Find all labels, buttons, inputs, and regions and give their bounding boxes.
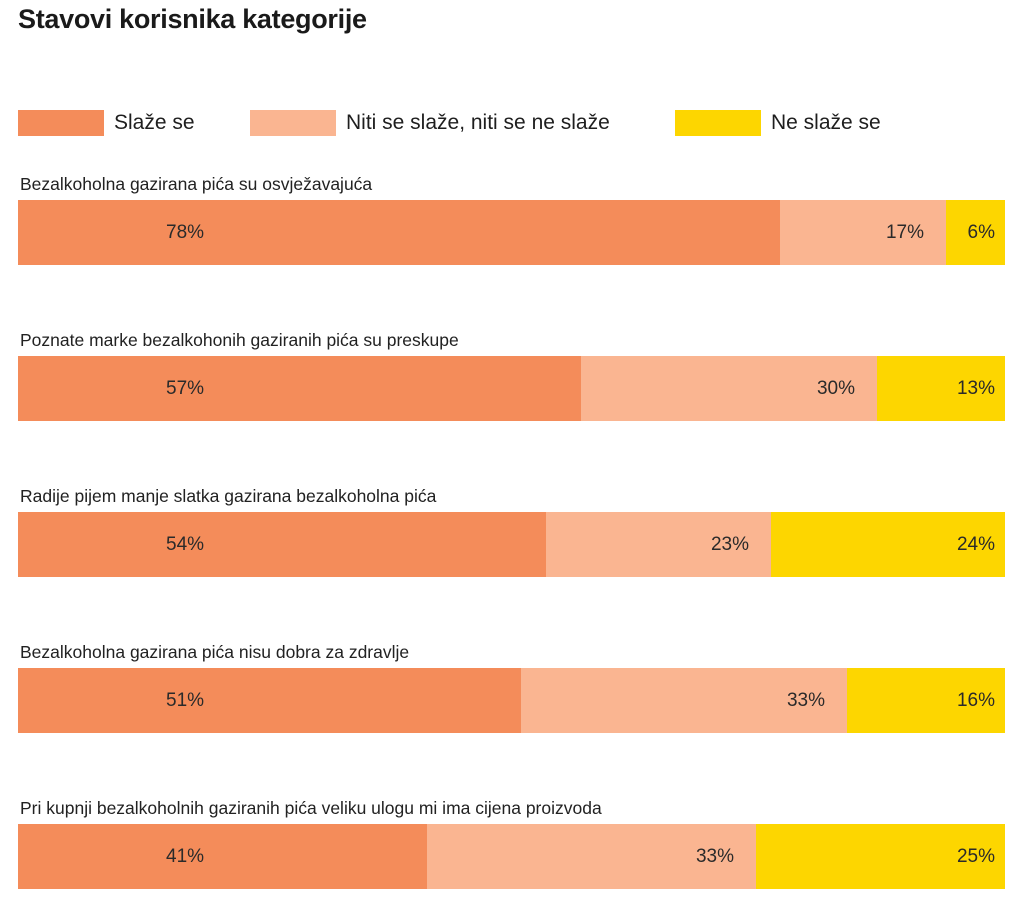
bar-segment-neutral: 33% <box>521 668 847 733</box>
legend-swatch-disagree <box>675 110 761 136</box>
stacked-bar: 51% 33% 16% <box>18 668 1005 733</box>
data-label: 54% <box>166 533 205 555</box>
legend-label-agree: Slaže se <box>114 111 195 134</box>
category-label: Bezalkoholna gazirana pića su osvježavaj… <box>20 174 373 194</box>
bar-segment-neutral: 23% <box>546 512 771 577</box>
stacked-bar: 41% 33% 25% <box>18 824 1005 889</box>
data-label: 41% <box>166 845 205 867</box>
data-label: 23% <box>710 533 749 555</box>
legend-label-disagree: Ne slaže se <box>771 111 881 134</box>
bar-segment-neutral: 17% <box>780 200 946 265</box>
bar-segment-neutral: 33% <box>427 824 756 889</box>
data-label: 13% <box>956 377 995 399</box>
bar-segment-neutral: 30% <box>581 356 877 421</box>
data-label: 16% <box>956 689 995 711</box>
data-label: 57% <box>166 377 205 399</box>
data-label: 51% <box>166 689 205 711</box>
legend-label-neutral: Niti se slaže, niti se ne slaže <box>346 111 610 134</box>
data-label: 78% <box>166 221 205 243</box>
data-label: 30% <box>816 377 855 399</box>
legend-swatch-agree <box>18 110 104 136</box>
data-label: 33% <box>695 845 734 867</box>
stacked-bar: 57% 30% 13% <box>18 356 1005 421</box>
bar-segment-disagree: 24% <box>771 512 1005 577</box>
legend-item-agree: Slaže se <box>18 110 195 136</box>
bar-segment-disagree: 13% <box>877 356 1005 421</box>
category-label: Bezalkoholna gazirana pića nisu dobra za… <box>20 642 410 662</box>
category-label: Poznate marke bezalkohonih gaziranih pić… <box>20 330 459 350</box>
legend-item-neutral: Niti se slaže, niti se ne slaže <box>250 110 610 136</box>
category-label: Radije pijem manje slatka gazirana bezal… <box>20 486 437 506</box>
data-label: 33% <box>786 689 825 711</box>
bar-segment-agree: 54% <box>18 512 546 577</box>
data-label: 24% <box>956 533 995 555</box>
chart-title: Stavovi korisnika kategorije <box>18 4 367 34</box>
bar-segment-agree: 51% <box>18 668 521 733</box>
bar-segment-disagree: 16% <box>847 668 1005 733</box>
bar-segment-agree: 41% <box>18 824 427 889</box>
bar-segment-disagree: 6% <box>946 200 1005 265</box>
legend-item-disagree: Ne slaže se <box>675 110 881 136</box>
legend: Slaže se Niti se slaže, niti se ne slaže… <box>18 110 1018 136</box>
bar-segment-agree: 57% <box>18 356 581 421</box>
bar-segment-disagree: 25% <box>756 824 1005 889</box>
bar-segment-agree: 78% <box>18 200 780 265</box>
data-label: 6% <box>967 221 995 243</box>
category-label: Pri kupnji bezalkoholnih gaziranih pića … <box>20 798 602 818</box>
stacked-bar: 54% 23% 24% <box>18 512 1005 577</box>
data-label: 17% <box>885 221 924 243</box>
data-label: 25% <box>956 845 995 867</box>
legend-swatch-neutral <box>250 110 336 136</box>
stacked-bar: 78% 17% 6% <box>18 200 1005 265</box>
